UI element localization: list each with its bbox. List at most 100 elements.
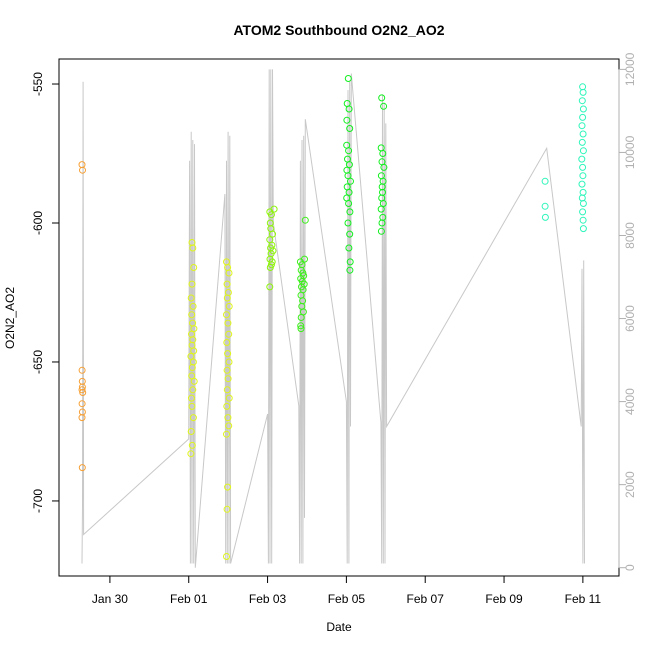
data-point-series-5 <box>343 116 351 124</box>
data-point-series-3 <box>270 205 278 213</box>
x-tick-label: Feb 01 <box>170 592 208 606</box>
data-point-series-5 <box>345 105 353 113</box>
data-point-series-2 <box>189 302 197 310</box>
data-point-series-5 <box>377 172 385 180</box>
data-point-series-6 <box>579 105 587 113</box>
data-point-series-4 <box>301 216 309 224</box>
data-point-series-5 <box>345 188 353 196</box>
data-point-series-1 <box>79 166 86 174</box>
x-axis-label: Date <box>326 620 352 634</box>
y2-tick-label: 8000 <box>623 222 637 249</box>
data-point-series-4 <box>297 325 305 333</box>
data-point-series-5 <box>378 94 386 102</box>
y2-tick-label: 4000 <box>623 388 637 415</box>
data-point-series-1 <box>78 366 86 374</box>
data-point-series-5 <box>347 177 354 185</box>
data-point-series-1 <box>79 389 87 396</box>
data-point-series-5 <box>345 200 353 207</box>
data-point-series-5 <box>345 147 353 155</box>
data-point-series-5 <box>344 172 352 180</box>
data-point-series-5 <box>377 227 385 235</box>
data-point-series-3 <box>269 230 276 238</box>
data-point-series-5 <box>379 150 387 157</box>
data-point-series-5 <box>377 205 385 213</box>
data-point-series-1 <box>78 414 86 422</box>
data-point-series-3 <box>267 261 275 269</box>
data-point-series-5 <box>344 219 352 227</box>
data-point-series-4 <box>301 255 308 263</box>
data-point-series-6 <box>578 180 586 188</box>
data-point-series-6 <box>579 83 587 91</box>
data-point-series-6 <box>541 213 549 221</box>
data-point-series-5 <box>345 244 353 252</box>
data-point-series-6 <box>579 130 587 138</box>
data-point-series-1 <box>78 400 86 408</box>
data-point-series-6 <box>578 97 586 105</box>
data-point-series-6 <box>578 122 586 130</box>
data-point-series-5 <box>346 230 354 238</box>
secondary-series-line <box>81 69 585 568</box>
data-point-series-2 <box>223 311 230 319</box>
y-axis-label: O2N2_AO2 <box>3 287 17 349</box>
data-point-series-6 <box>541 177 549 185</box>
data-point-series-5 <box>346 208 354 216</box>
x-tick-label: Feb 05 <box>328 592 366 606</box>
data-point-series-2 <box>189 386 197 394</box>
data-point-series-4 <box>297 314 305 321</box>
data-point-series-2 <box>190 347 198 355</box>
data-point-series-2 <box>223 280 231 288</box>
data-point-series-3 <box>267 211 275 219</box>
data-point-series-2 <box>224 350 232 358</box>
data-point-series-6 <box>578 194 586 202</box>
data-point-series-2 <box>223 294 231 302</box>
data-point-series-2 <box>187 428 195 435</box>
data-point-series-2 <box>187 294 195 302</box>
data-point-series-6 <box>579 113 587 121</box>
data-point-series-1 <box>78 161 86 169</box>
data-point-series-2 <box>188 402 196 410</box>
y2-tick-label: 0 <box>623 564 637 571</box>
data-point-series-2 <box>189 414 197 422</box>
data-point-series-2 <box>223 430 230 438</box>
data-point-series-2 <box>224 319 232 327</box>
y2-tick-label: 12000 <box>623 52 637 86</box>
data-point-series-2 <box>188 364 196 371</box>
data-point-series-6 <box>579 188 587 196</box>
data-point-series-6 <box>579 208 587 216</box>
data-point-series-5 <box>345 161 353 169</box>
x-tick-label: Feb 07 <box>407 592 445 606</box>
data-point-series-2 <box>187 352 195 360</box>
data-point-series-5 <box>346 258 354 266</box>
data-point-series-2 <box>225 394 233 402</box>
data-point-series-2 <box>225 358 233 366</box>
y-tick-label: -600 <box>31 211 45 235</box>
data-point-series-2 <box>188 280 196 288</box>
x-tick-label: Jan 30 <box>92 592 128 606</box>
chart-title: ATOM2 Southbound O2N2_AO2 <box>233 22 444 38</box>
data-point-series-6 <box>541 202 549 210</box>
plot-frame <box>58 58 620 577</box>
data-point-series-5 <box>343 166 351 174</box>
data-point-series-6 <box>579 163 587 171</box>
data-point-series-4 <box>297 322 305 330</box>
y-tick-label: -550 <box>31 72 45 96</box>
data-point-series-2 <box>189 244 197 252</box>
data-point-series-5 <box>344 75 352 82</box>
data-point-series-2 <box>223 366 231 374</box>
data-point-series-2 <box>225 269 233 277</box>
data-point-series-2 <box>223 505 231 513</box>
data-point-series-6 <box>578 155 586 163</box>
data-point-series-3 <box>266 283 274 291</box>
data-point-series-6 <box>579 172 587 180</box>
data-point-series-6 <box>579 225 587 233</box>
data-point-series-2 <box>190 377 198 385</box>
data-point-series-2 <box>188 394 195 402</box>
data-point-series-2 <box>187 450 195 458</box>
data-point-series-5 <box>380 163 388 171</box>
data-point-series-2 <box>225 302 233 310</box>
data-point-series-2 <box>223 402 231 410</box>
data-point-series-6 <box>579 200 587 207</box>
plot-area <box>78 69 587 568</box>
data-point-series-2 <box>188 372 196 380</box>
data-point-series-2 <box>223 339 231 346</box>
